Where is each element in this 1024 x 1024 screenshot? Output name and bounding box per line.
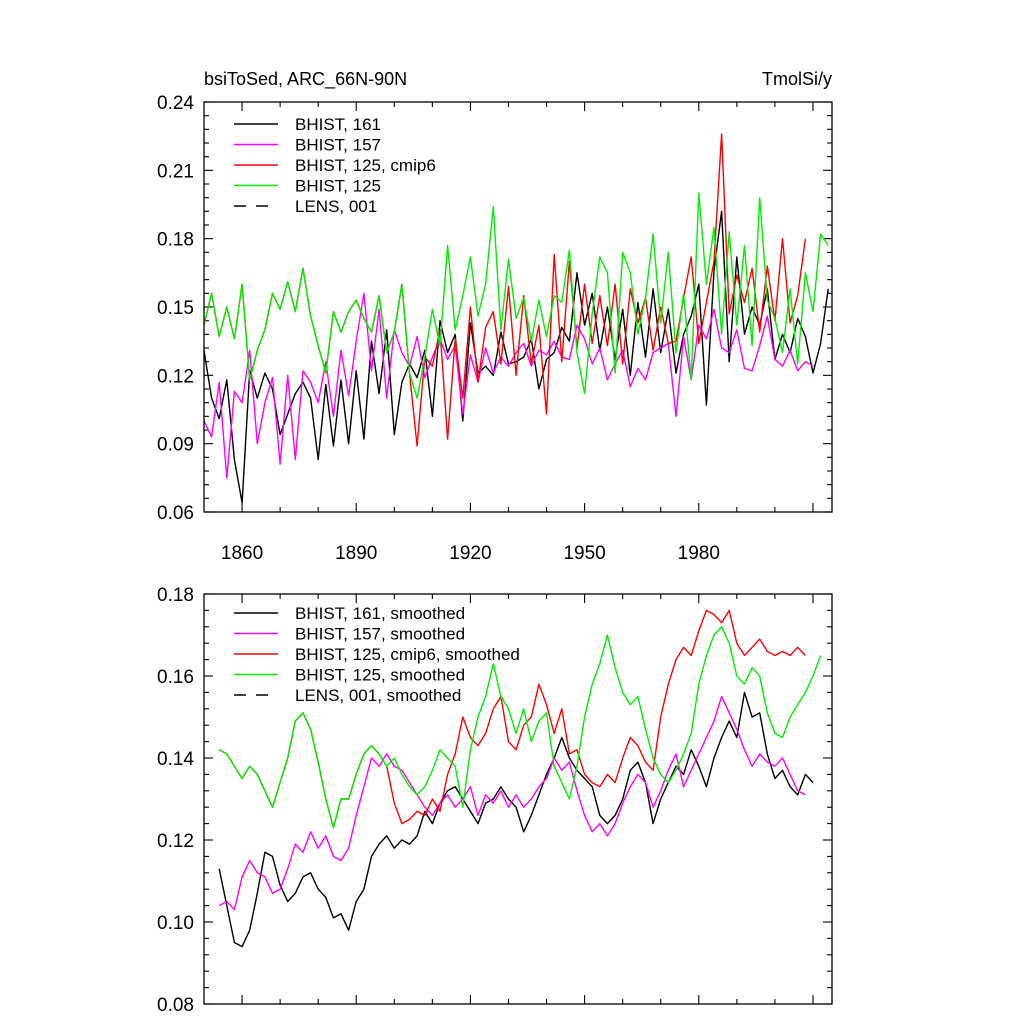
plot-series [203,133,829,504]
top-chart: bsiToSed, ARC_66N-90N TmolSi/y 0.060.090… [157,69,833,564]
y-tick-label: 0.21 [157,161,194,182]
legend-label: BHIST, 125 [295,177,381,196]
plot-frame [203,101,833,513]
y-tick-label: 0.10 [157,913,194,934]
series-line-1 [203,292,814,479]
x-tick-labels: 1860 1890 1920 1950 1980 [221,543,720,564]
y-tick-label: 0.06 [157,503,194,524]
legend-label: BHIST, 157, smoothed [295,625,465,644]
series-line-3 [218,626,822,829]
bottom-chart: 0.08 0.10 0.12 0.14 0.16 0.18 BHIST, 161, smo… [157,585,833,1016]
legend-label: BHIST, 125, cmip6, smoothed [295,645,520,664]
y-tick-label: 0.08 [157,995,194,1016]
x-tick-label: 1860 [221,543,263,564]
legend-label: LENS, 001, smoothed [295,686,461,705]
legend-label: BHIST, 161, smoothed [295,604,465,623]
y-tick-label: 0.16 [157,667,194,688]
legend: BHIST, 161, smoothed BHIST, 157, smoothed… [234,604,520,705]
series-line-0 [203,210,829,504]
y-tick-label: 0.18 [157,585,194,606]
series-line-1 [218,695,806,911]
y-tick-label: 0.24 [157,93,194,114]
x-tick-label: 1890 [335,543,377,564]
y-tick-label: 0.12 [157,366,194,387]
tick-marks [204,593,832,1005]
plot-frame [203,593,833,1005]
y-tick-labels: 0.08 0.10 0.12 0.14 0.16 0.18 [157,585,194,1016]
series-line-0 [218,691,814,948]
x-tick-label: 1920 [449,543,491,564]
y-tick-label: 0.14 [157,749,194,770]
tick-marks [204,101,832,513]
x-tick-label: 1950 [563,543,605,564]
legend-label: LENS, 001 [295,197,377,216]
y-tick-label: 0.15 [157,298,194,319]
series-line-3 [203,192,829,399]
legend-label: BHIST, 157 [295,136,381,155]
y-tick-label: 0.12 [157,831,194,852]
y-tick-label: 0.18 [157,230,194,251]
y-tick-labels: 0.06 0.09 0.12 0.15 0.18 0.21 0.24 [157,93,194,524]
plot-series [218,609,822,948]
legend-label: BHIST, 161 [295,115,381,134]
chart-title: bsiToSed, ARC_66N-90N [204,69,407,90]
legend-label: BHIST, 125, smoothed [295,666,465,685]
legend-label: BHIST, 125, cmip6 [295,156,436,175]
x-tick-label: 1980 [678,543,720,564]
units-label: TmolSi/y [762,69,832,89]
y-tick-label: 0.09 [157,435,194,456]
